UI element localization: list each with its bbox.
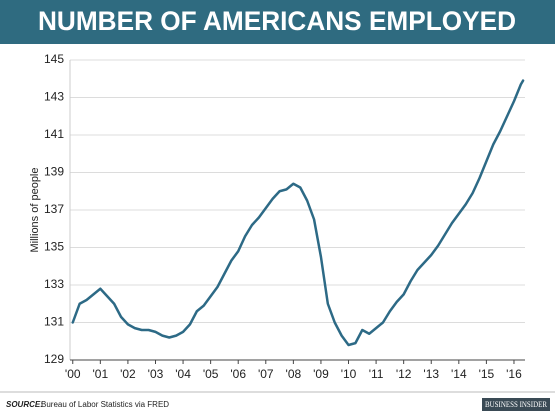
y-tick-label: 145 bbox=[44, 52, 64, 66]
x-tick-label: '01 bbox=[93, 367, 109, 381]
x-tick-label: '16 bbox=[506, 367, 522, 381]
x-tick-label: '07 bbox=[258, 367, 274, 381]
x-tick-label: '08 bbox=[286, 367, 302, 381]
data-line bbox=[71, 79, 525, 347]
source: Bureau of Labor Statistics via FRED bbox=[41, 400, 169, 409]
y-tick-label: 139 bbox=[44, 165, 64, 179]
y-tick-label: 133 bbox=[44, 277, 64, 291]
y-tick-label: 131 bbox=[44, 315, 64, 329]
x-tick-label: '05 bbox=[203, 367, 219, 381]
y-axis-label: Millions of people bbox=[29, 168, 41, 253]
y-tick-label: 137 bbox=[44, 202, 64, 216]
source-label: SOURCE: bbox=[6, 400, 43, 409]
x-tick-label: '06 bbox=[230, 367, 246, 381]
y-tick-label: 129 bbox=[44, 352, 64, 366]
y-tick-label: 143 bbox=[44, 90, 64, 104]
x-tick-label: '00 bbox=[65, 367, 81, 381]
logo-box bbox=[482, 398, 550, 411]
title-banner bbox=[0, 0, 555, 44]
y-tick-label: 141 bbox=[44, 127, 64, 141]
x-tick-label: '09 bbox=[313, 367, 329, 381]
y-tick-label: 135 bbox=[44, 240, 64, 254]
x-tick-label: '03 bbox=[148, 367, 164, 381]
logo: BUSINESS INSIDER bbox=[485, 400, 548, 409]
x-tick-label: '12 bbox=[396, 367, 412, 381]
x-tick-label: '15 bbox=[479, 367, 495, 381]
x-tick-label: '14 bbox=[451, 367, 467, 381]
x-tick-label: '11 bbox=[369, 367, 384, 381]
x-tick-label: '02 bbox=[120, 367, 136, 381]
chart-title: NUMBER OF AMERICANS EMPLOYED bbox=[38, 6, 516, 36]
x-tick-label: '13 bbox=[423, 367, 439, 381]
x-tick-label: '04 bbox=[175, 367, 191, 381]
x-tick-label: '10 bbox=[341, 367, 357, 381]
